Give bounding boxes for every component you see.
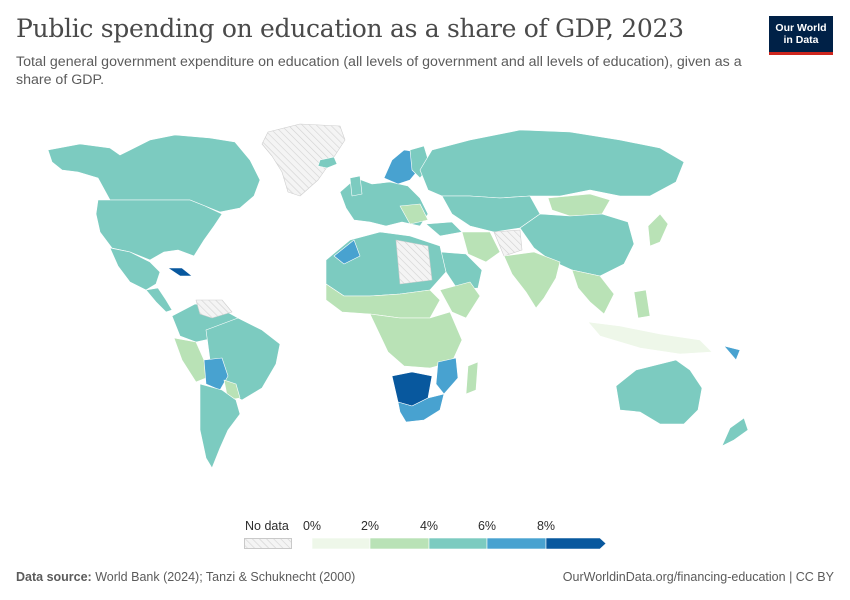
central-america[interactable] (145, 287, 173, 313)
png[interactable] (723, 345, 741, 361)
legend-bin-2-4 (369, 537, 430, 550)
legend-bin-8-plus (545, 537, 607, 550)
united-states[interactable] (95, 199, 223, 261)
legend-tick-0: 0% (302, 519, 322, 533)
argentina[interactable] (199, 383, 241, 469)
afghanistan[interactable] (493, 229, 523, 257)
legend-bin-6-8 (486, 537, 547, 550)
central-africa[interactable] (369, 311, 463, 369)
russia[interactable] (419, 129, 685, 199)
footer-url[interactable]: OurWorldinData.org/financing-education |… (562, 570, 834, 584)
mongolia[interactable] (547, 193, 611, 217)
philippines[interactable] (633, 289, 651, 319)
owid-logo[interactable]: Our World in Data (769, 16, 833, 55)
east-africa[interactable] (439, 281, 481, 319)
bolivia[interactable] (203, 357, 229, 391)
data-source-text[interactable]: World Bank (2024); Tanzi & Schuknecht (2… (95, 570, 356, 584)
balkans[interactable] (399, 203, 429, 225)
uk[interactable] (349, 175, 363, 197)
peru[interactable] (173, 337, 207, 383)
mozambique[interactable] (435, 357, 459, 395)
iran[interactable] (461, 231, 501, 263)
legend-colorbar (311, 537, 607, 550)
legend-bin-4-6 (428, 537, 488, 550)
chart-subtitle: Total general government expenditure on … (16, 54, 742, 88)
south-africa[interactable] (397, 393, 445, 423)
legend-tick-8: 8% (536, 519, 556, 533)
turkey[interactable] (425, 221, 463, 237)
mexico[interactable] (109, 247, 161, 291)
indonesia[interactable] (587, 321, 713, 355)
australia[interactable] (615, 359, 703, 425)
logo-line-1: Our World (775, 22, 827, 34)
legend-bin-0-2 (311, 537, 371, 550)
madagascar[interactable] (465, 361, 479, 395)
logo-line-2: in Data (783, 34, 819, 46)
morocco[interactable] (333, 239, 361, 265)
libya[interactable] (395, 239, 433, 285)
southeast-asia[interactable] (571, 269, 615, 315)
canada[interactable] (47, 134, 261, 213)
japan[interactable] (647, 213, 669, 247)
new-zealand[interactable] (721, 417, 749, 447)
greenland[interactable] (261, 123, 346, 197)
sahel[interactable] (325, 283, 441, 319)
legend-tick-2: 2% (360, 519, 380, 533)
guiana[interactable] (195, 299, 233, 319)
india[interactable] (503, 251, 561, 309)
legend-no-data-swatch (244, 538, 292, 549)
legend-tick-4: 4% (419, 519, 439, 533)
data-source-label: Data source: (16, 570, 92, 584)
iceland[interactable] (317, 156, 338, 169)
cuba[interactable] (167, 267, 193, 277)
legend-no-data-label: No data (245, 519, 289, 533)
chart-title: Public spending on education as a share … (16, 14, 684, 43)
legend-tick-6: 6% (477, 519, 497, 533)
data-source: Data source: World Bank (2024); Tanzi & … (16, 570, 355, 584)
